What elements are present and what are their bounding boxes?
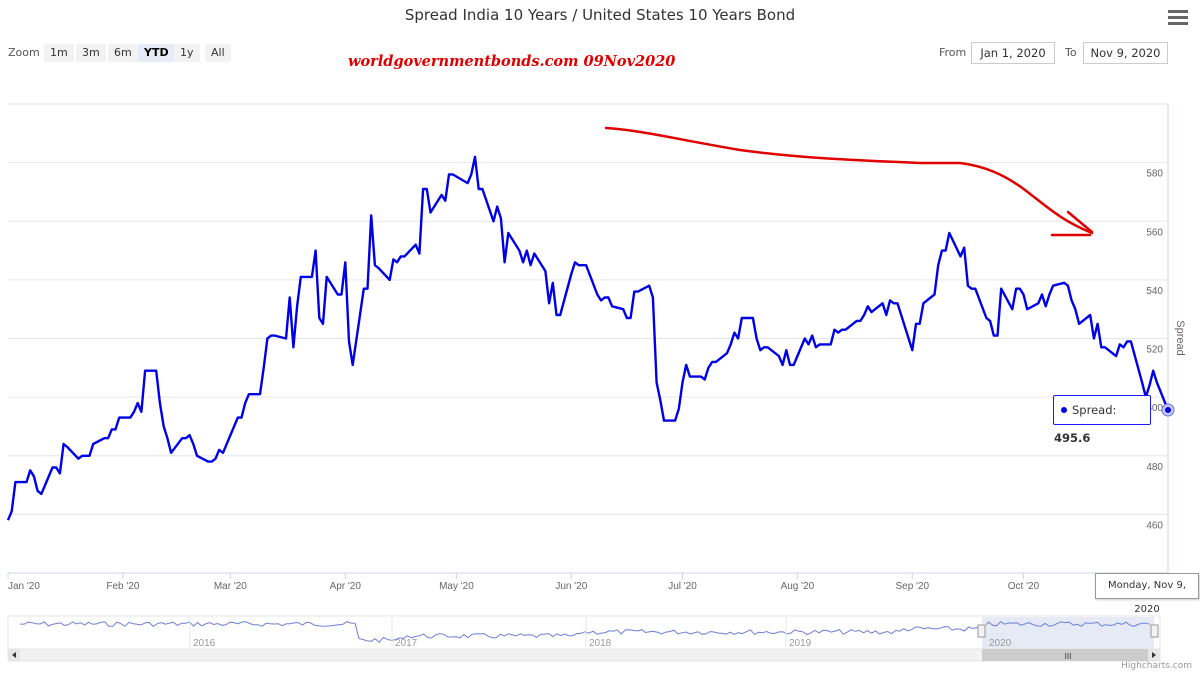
chart-title: Spread India 10 Years / United States 10…	[404, 6, 796, 24]
x-tick-label: Oct '20	[1008, 581, 1040, 592]
scrollbar-thumb[interactable]	[982, 649, 1154, 661]
scroll-right-arrow-icon	[1152, 652, 1156, 658]
watermark-text: worldgovernmentbonds.com 09Nov2020	[348, 53, 676, 70]
series-tooltip: Spread: 495.6	[1053, 395, 1151, 445]
navigator-year-labels: 2016 2017 2018 2019 2020	[189, 617, 1012, 649]
range-to-label: To	[1065, 46, 1077, 59]
y-tick-label: 520	[1146, 345, 1163, 356]
navigator-handle-right[interactable]	[1150, 624, 1159, 638]
scrollbar-grip-icon: III	[1065, 652, 1072, 661]
navigator-year-label: 2018	[589, 638, 612, 649]
trend-annotation-arrowhead	[1050, 210, 1094, 237]
navigator-year-label: 2017	[395, 638, 418, 649]
hamburger-menu-icon[interactable]	[1168, 10, 1188, 30]
x-tick-label: Apr '20	[330, 581, 362, 592]
y-tick-label: 540	[1146, 286, 1163, 297]
zoom-6m-button[interactable]: 6m	[108, 44, 138, 62]
zoom-label: Zoom	[8, 46, 40, 59]
y-axis-label: Spread	[1174, 320, 1186, 355]
y-tick-label: 460	[1146, 520, 1163, 531]
range-from-input[interactable]: Jan 1, 2020	[971, 42, 1055, 64]
zoom-1m-button[interactable]: 1m	[44, 44, 74, 62]
range-from-label: From	[939, 46, 967, 59]
x-tick-label: Jan '20	[8, 581, 40, 592]
zoom-ytd-button[interactable]: YTD	[138, 44, 175, 62]
x-tick-label: Aug '20	[781, 581, 815, 592]
trend-annotation-curve	[604, 126, 1094, 235]
y-tick-label: 560	[1146, 227, 1163, 238]
navigator-year-label: 2016	[193, 638, 216, 649]
zoom-3m-button[interactable]: 3m	[76, 44, 106, 62]
x-tick-label: Mar '20	[214, 581, 247, 592]
x-tick-label: Jul '20	[668, 581, 697, 592]
zoom-1y-button[interactable]: 1y	[174, 44, 200, 62]
x-tick-label: May '20	[439, 581, 474, 592]
crosshair-date-label: Monday, Nov 9, 2020	[1095, 573, 1199, 615]
y-tick-label: 480	[1146, 462, 1163, 473]
navigator-series-line	[19, 620, 1151, 644]
y-tick-label: 500	[1146, 403, 1163, 414]
spread-series-line[interactable]	[6, 155, 1170, 521]
navigator-year-label: 2020	[989, 638, 1012, 649]
navigator-handle-left[interactable]	[977, 624, 986, 638]
hover-point[interactable]	[1165, 407, 1171, 414]
tooltip-value: 495.6	[1054, 431, 1091, 445]
x-tick-label: Feb '20	[106, 581, 139, 592]
x-tick-label: Jun '20	[555, 581, 587, 592]
x-tick-label: Sep '20	[895, 581, 929, 592]
grid-lines	[8, 103, 1168, 574]
x-axis-ticks: Jan '20 Feb '20 Mar '20 Apr '20 May '20 Jun '…	[7, 572, 1168, 592]
navigator-year-label: 2019	[789, 638, 812, 649]
tooltip-series-label: Spread:	[1072, 403, 1117, 417]
range-to-input[interactable]: Nov 9, 2020	[1083, 42, 1168, 64]
credits-link[interactable]: Highcharts.com	[1121, 661, 1192, 671]
y-tick-label: 580	[1146, 169, 1163, 180]
scroll-left-arrow-icon	[12, 652, 16, 658]
zoom-all-button[interactable]: All	[205, 44, 231, 62]
series-marker-icon	[1061, 407, 1067, 413]
